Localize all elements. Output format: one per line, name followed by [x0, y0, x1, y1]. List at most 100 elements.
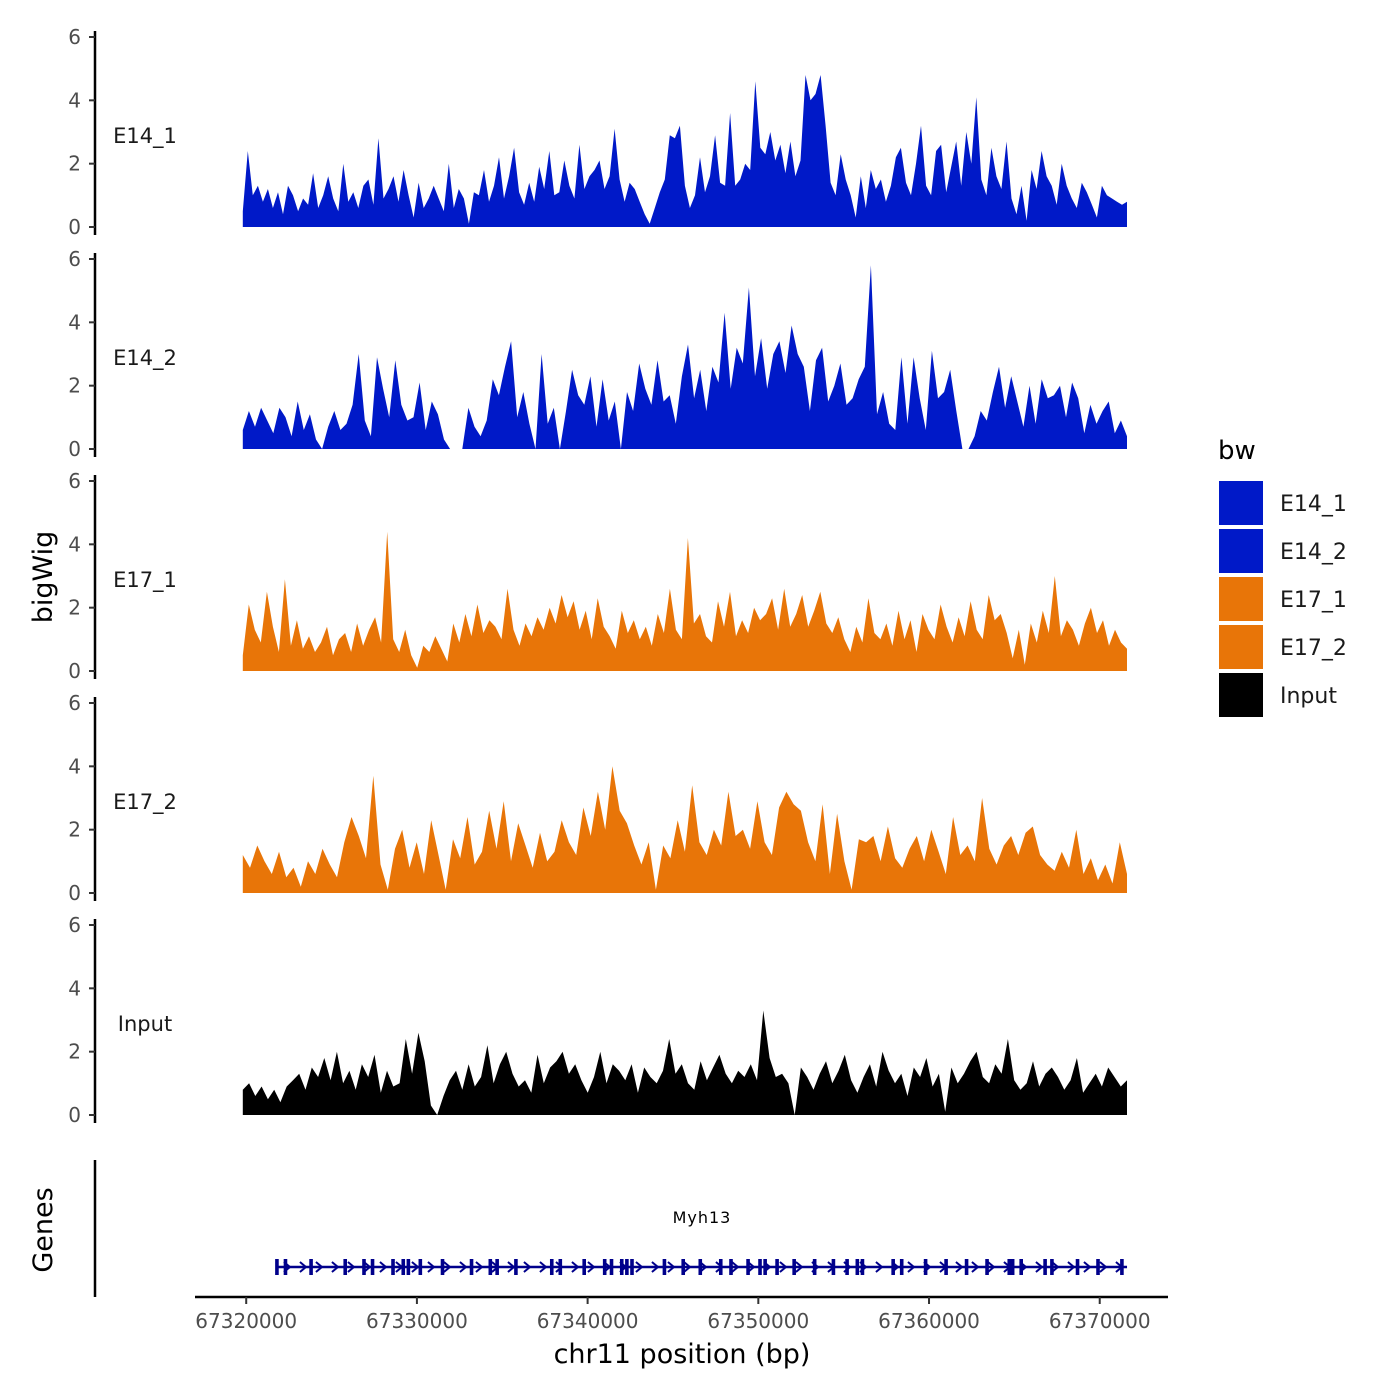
strand-arrow — [1099, 1261, 1108, 1273]
strand-arrow — [411, 1261, 420, 1273]
y-tick-label: 2 — [68, 818, 81, 842]
x-tick-label: 67330000 — [366, 1309, 468, 1333]
strand-arrow — [795, 1261, 804, 1273]
exon — [401, 1259, 406, 1275]
exon — [609, 1259, 614, 1275]
track-e17_2: 0 2 4 6 E17_2 — [68, 691, 1128, 905]
y-tick-label: 6 — [68, 691, 81, 715]
y-tick-label: 0 — [68, 437, 81, 461]
exon — [370, 1259, 375, 1275]
y-tick-label: 6 — [68, 469, 81, 493]
legend-key-input — [1217, 671, 1265, 719]
strand-arrow — [955, 1261, 964, 1273]
legend-key-e17_2 — [1217, 623, 1265, 671]
strand-arrow — [875, 1261, 884, 1273]
exon — [391, 1259, 395, 1275]
y-tick-label: 4 — [68, 532, 81, 556]
y-tick-label: 0 — [68, 659, 81, 683]
exon — [855, 1259, 860, 1275]
exon — [985, 1259, 989, 1275]
strand-arrow — [635, 1261, 644, 1273]
legend-label: E17_1 — [1280, 588, 1347, 613]
legend-title: bw — [1218, 436, 1256, 466]
y-tick-label: 4 — [68, 88, 81, 112]
y-tick-label: 2 — [68, 1040, 81, 1064]
track-label: E14_2 — [113, 346, 177, 371]
x-tick-label: 67370000 — [1049, 1309, 1151, 1333]
y-tick-label: 0 — [68, 215, 81, 239]
exon — [729, 1259, 733, 1275]
track-label: E17_1 — [113, 568, 177, 593]
exon — [899, 1259, 904, 1275]
strand-arrow — [747, 1261, 756, 1273]
exon — [582, 1259, 586, 1275]
x-tick-label: 67340000 — [537, 1309, 639, 1333]
exon — [625, 1259, 629, 1275]
strand-arrow — [971, 1261, 980, 1273]
exon — [1019, 1259, 1023, 1275]
y-tick-label: 0 — [68, 1103, 81, 1127]
strand-arrow — [1051, 1261, 1060, 1273]
exon — [275, 1259, 279, 1275]
legend-label: E14_1 — [1280, 492, 1347, 517]
exon — [488, 1259, 493, 1275]
exon — [681, 1259, 686, 1275]
exon — [514, 1259, 518, 1275]
exon — [775, 1259, 779, 1275]
strand-arrow — [683, 1261, 692, 1273]
y-tick-label: 4 — [68, 310, 81, 334]
strand-arrow — [379, 1261, 388, 1273]
strand-arrow — [475, 1261, 484, 1273]
x-tick-label: 67350000 — [707, 1309, 809, 1333]
exon — [602, 1259, 607, 1275]
exon — [343, 1259, 348, 1275]
genes-axis-title: Genes — [28, 1187, 59, 1272]
exon — [1007, 1259, 1012, 1275]
y-tick-label: 4 — [68, 754, 81, 778]
track-label: Input — [118, 1012, 172, 1036]
x-axis-title: chr11 position (bp) — [554, 1339, 811, 1370]
exon — [406, 1259, 411, 1275]
x-tick-label: 67360000 — [878, 1309, 980, 1333]
track-e14_1: 0 2 4 6 E14_1 — [68, 25, 1128, 239]
exon — [831, 1259, 836, 1275]
signal-area — [242, 1010, 1128, 1115]
genes-track: Myh13 — [93, 1160, 1128, 1297]
strand-arrow — [651, 1261, 660, 1273]
exon — [792, 1259, 796, 1275]
strand-arrow — [459, 1261, 468, 1273]
exon — [698, 1259, 703, 1275]
strand-arrow — [987, 1261, 996, 1273]
tracks-layer: 0 2 4 6 E14_1 0 2 4 6 E14_2 0 2 4 6 E17_1 0 2 4 6 E17_2 0 2 4 6… — [68, 25, 1128, 1127]
strand-arrow — [571, 1261, 580, 1273]
exon — [362, 1259, 366, 1275]
strand-arrow — [1067, 1261, 1076, 1273]
strand-arrow — [315, 1261, 324, 1273]
strand-arrow — [299, 1261, 308, 1273]
track-label: E14_1 — [113, 124, 177, 149]
legend-key-e17_1 — [1217, 575, 1265, 623]
exon — [495, 1259, 499, 1275]
x-tick-label: 67320000 — [195, 1309, 297, 1333]
exon — [1050, 1259, 1054, 1275]
y-axis-title: bigWig — [28, 531, 59, 624]
strand-arrow — [427, 1261, 436, 1273]
legend-key-e14_1 — [1217, 479, 1265, 527]
legend-key-e14_2 — [1217, 527, 1265, 575]
exon — [758, 1259, 762, 1275]
exon — [845, 1259, 849, 1275]
exon — [763, 1259, 767, 1275]
y-tick-label: 2 — [68, 374, 81, 398]
strand-arrow — [539, 1261, 548, 1273]
strand-arrow — [587, 1261, 596, 1273]
signal-area — [242, 766, 1128, 893]
strand-arrow — [507, 1261, 516, 1273]
gene-name-label: Myh13 — [673, 1208, 732, 1227]
exon — [662, 1259, 667, 1275]
strand-arrow — [331, 1261, 340, 1273]
signal-area — [242, 531, 1128, 671]
legend-label: E14_2 — [1280, 540, 1347, 565]
track-input: 0 2 4 6 Input — [68, 913, 1128, 1127]
y-tick-label: 2 — [68, 596, 81, 620]
exon — [418, 1259, 423, 1275]
